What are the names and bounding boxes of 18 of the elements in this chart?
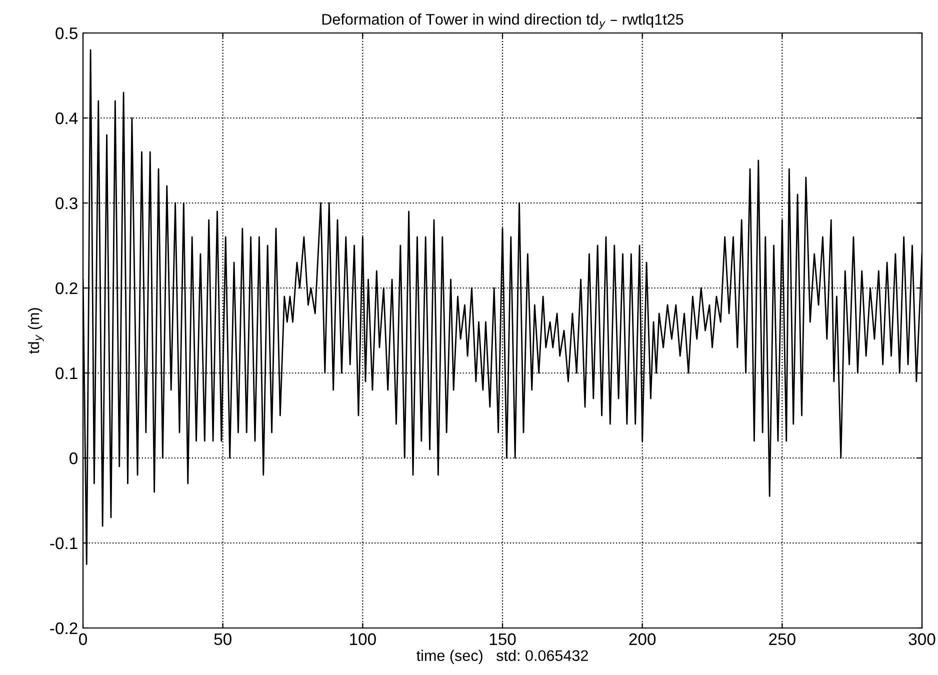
y-tick-label: 0.3 [56, 197, 78, 210]
x-axis-title: time (sec) std: 0.065432 [416, 650, 588, 664]
y-tick-label: 0 [70, 452, 78, 464]
y-axis-title: td$_{y}$ (m) [28, 308, 44, 354]
y-tick-label: 0.2 [56, 282, 78, 294]
x-tick-label: 0 [79, 633, 87, 646]
y-tick-label: 0.1 [56, 367, 78, 380]
x-tick-label: 300 [908, 633, 936, 646]
x-tick-label: 200 [629, 633, 656, 646]
y-tick-label: -0.2 [50, 622, 78, 634]
y-tick-label: 0.5 [56, 27, 78, 40]
y-tick-label: -0.1 [50, 537, 78, 550]
chart-title: Deformation of Tower in wind direction td$_{y}$ – rwtlq1t25 [322, 14, 684, 30]
x-tick-label: 100 [350, 633, 376, 646]
y-tick-label: 0.4 [56, 112, 78, 124]
x-tick-label: 150 [490, 633, 516, 646]
x-tick-label: 50 [214, 633, 232, 646]
x-tick-label: 250 [769, 633, 796, 646]
